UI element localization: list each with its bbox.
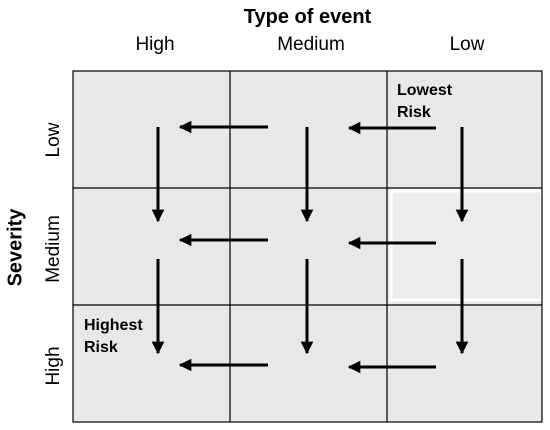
column-label-low: Low	[449, 34, 485, 55]
matrix-cells	[73, 71, 544, 422]
highest-risk-label: Highest Risk	[84, 315, 143, 359]
arrows	[151, 120, 469, 374]
grid-border	[72, 70, 543, 423]
lowest-risk-label: Lowest Risk	[397, 80, 452, 124]
highest-risk-line1: Highest	[84, 317, 143, 334]
axis-title-type-of-event: Type of event	[243, 6, 372, 28]
highest-risk-line2: Risk	[84, 339, 118, 356]
lowest-risk-line2: Risk	[397, 104, 431, 121]
column-label-medium: Medium	[277, 34, 345, 55]
highlight-cell-medium-low	[389, 189, 544, 302]
lowest-risk-line1: Lowest	[397, 82, 453, 99]
column-label-high: High	[135, 34, 175, 55]
